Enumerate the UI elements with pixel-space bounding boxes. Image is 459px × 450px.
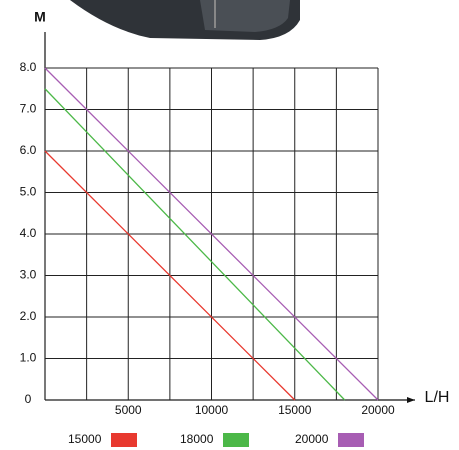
legend-label: 18000 (180, 432, 214, 446)
y-tick-label: 2.0 (20, 309, 37, 323)
y-tick-label: 1.0 (20, 351, 37, 365)
legend-swatch (338, 433, 364, 447)
y-tick-label: 5.0 (20, 185, 37, 199)
legend-label: 15000 (68, 432, 102, 446)
y-tick-label: 3.0 (20, 268, 37, 282)
x-tick-label: 20000 (361, 403, 395, 417)
series-line (44, 67, 379, 401)
y-tick-label: 8.0 (20, 60, 37, 74)
x-axis-arrow (407, 397, 415, 403)
legend-swatch (111, 433, 137, 447)
x-tick-label: 10000 (195, 403, 229, 417)
series-line (44, 88, 346, 401)
y-axis-label: M (34, 9, 46, 25)
y-tick-label: 0 (25, 392, 32, 406)
x-tick-label: 15000 (278, 403, 312, 417)
y-tick-label: 4.0 (20, 226, 37, 240)
pump-image (70, 0, 300, 40)
legend-label: 20000 (295, 432, 329, 446)
legend-swatch (223, 433, 249, 447)
y-tick-label: 6.0 (20, 143, 37, 157)
series-line (44, 150, 296, 401)
y-tick-label: 7.0 (20, 102, 37, 116)
x-tick-label: 5000 (115, 403, 142, 417)
x-axis-label: L/H (425, 389, 450, 406)
